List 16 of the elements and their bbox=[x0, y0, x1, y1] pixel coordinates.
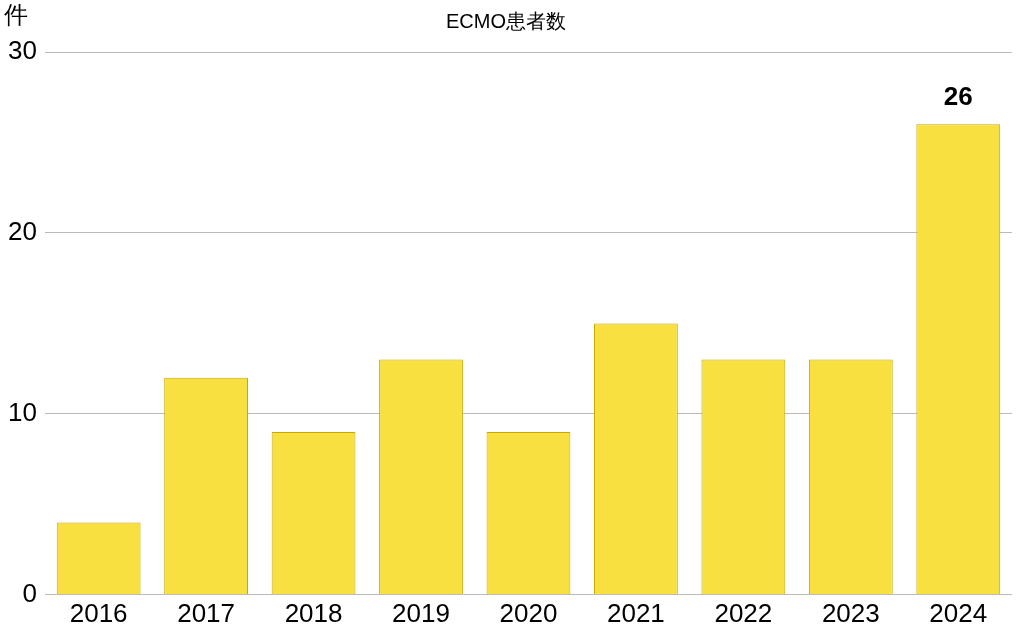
y-tick-label: 20 bbox=[8, 216, 37, 247]
x-tick-label: 2021 bbox=[606, 597, 665, 628]
x-tick-label: 2023 bbox=[821, 597, 880, 628]
x-tick-label: 2022 bbox=[714, 597, 773, 628]
y-tick-label: 0 bbox=[22, 577, 37, 608]
x-tick-label: 2017 bbox=[177, 597, 236, 628]
x-tick-label: 2016 bbox=[69, 597, 128, 628]
x-tick-label: 2024 bbox=[929, 597, 988, 628]
data-label: 26 bbox=[943, 80, 973, 111]
y-axis-title: 件 bbox=[4, 0, 28, 28]
x-tick-label: 2018 bbox=[284, 597, 343, 628]
y-tick-label: 10 bbox=[8, 397, 37, 428]
x-tick-label: 2019 bbox=[392, 597, 450, 628]
chart-title: ECMO患者数 bbox=[446, 9, 566, 32]
x-tick-label: 2020 bbox=[499, 597, 558, 628]
y-tick-label: 30 bbox=[8, 35, 37, 66]
